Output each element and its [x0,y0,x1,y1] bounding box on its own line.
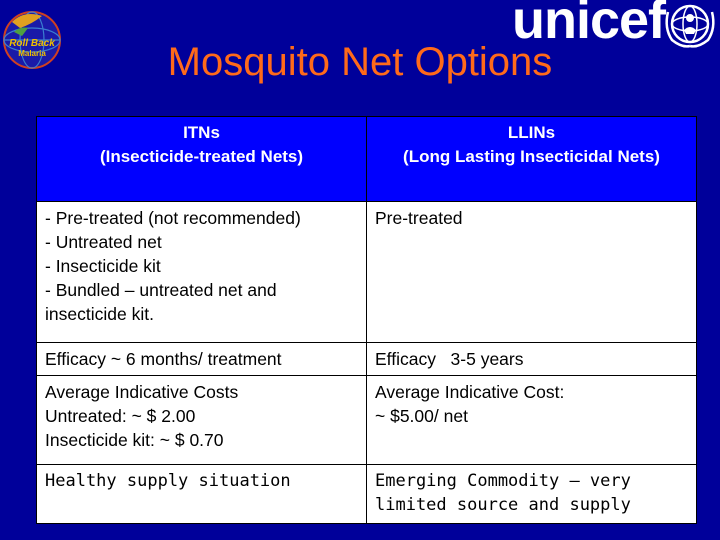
cell-itn-supply: Healthy supply situation [36,464,367,524]
net-options-table: ITNs (Insecticide-treated Nets) LLINs (L… [36,116,697,524]
table-row: Average Indicative Costs Untreated: ~ $ … [36,375,697,465]
table-row: Efficacy ~ 6 months/ treatment Efficacy … [36,342,697,376]
unicef-logo: unicef [512,0,720,50]
svg-text:Malaria: Malaria [18,49,46,58]
roll-back-malaria-logo: Roll Back Malaria [3,11,61,69]
header-itns: ITNs (Insecticide-treated Nets) [36,116,367,202]
cell-itn-types: - Pre-treated (not recommended) - Untrea… [36,201,367,343]
cell-llin-efficacy: Efficacy 3-5 years [366,342,697,376]
slide-title: Mosquito Net Options [167,40,553,84]
table-row: - Pre-treated (not recommended) - Untrea… [36,201,697,343]
cell-itn-efficacy: Efficacy ~ 6 months/ treatment [36,342,367,376]
header-llins: LLINs (Long Lasting Insecticidal Nets) [366,116,697,202]
cell-llin-types: Pre-treated [366,201,697,343]
unicef-wordmark: unicef [512,0,666,50]
table-header-row: ITNs (Insecticide-treated Nets) LLINs (L… [36,116,697,202]
table-row: Healthy supply situation Emerging Commod… [36,464,697,524]
cell-llin-supply: Emerging Commodity – very limited source… [366,464,697,524]
unicef-emblem-icon [665,4,715,48]
cell-itn-costs: Average Indicative Costs Untreated: ~ $ … [36,375,367,465]
svg-text:Roll Back: Roll Back [9,38,55,49]
cell-llin-cost: Average Indicative Cost: ~ $5.00/ net [366,375,697,465]
